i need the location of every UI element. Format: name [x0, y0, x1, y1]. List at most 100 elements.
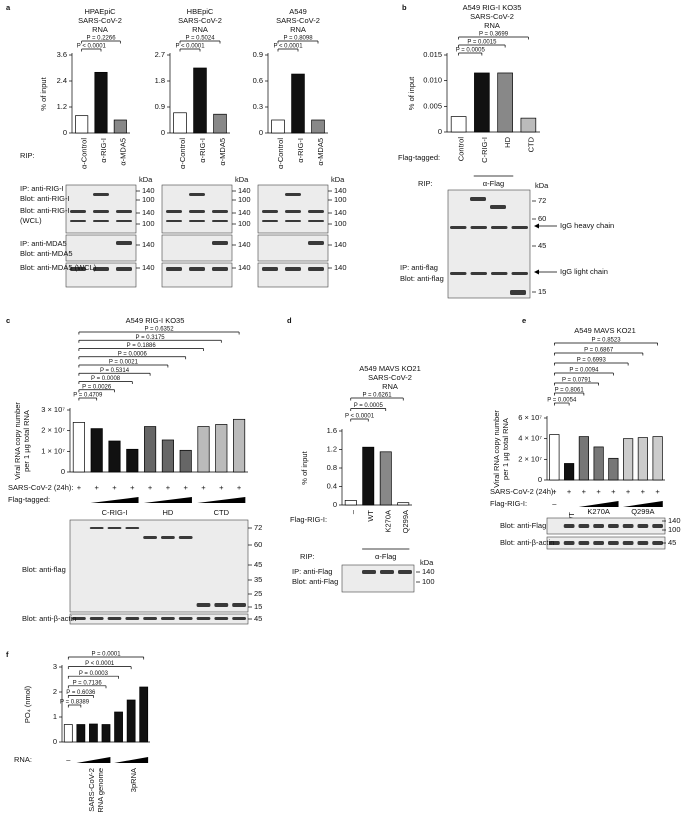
blot-label: Blot: anti-Flag	[500, 521, 546, 530]
p-value: P = 0.0791	[562, 378, 592, 384]
row-item: α-Flag	[483, 179, 504, 188]
blot-band	[470, 197, 486, 201]
blot-marker: 25	[254, 589, 262, 598]
p-value: P = 0.0008	[91, 376, 121, 382]
ramp	[143, 497, 192, 503]
blot-label: IP: anti-RIG-I	[20, 184, 64, 193]
x-tick-label: α-MDA5	[218, 138, 227, 166]
blot-label: IP: anti-MDA5	[20, 239, 67, 248]
y-axis-label: per 1 µg total RNA	[22, 410, 31, 472]
p-value: P = 0.5024	[185, 36, 215, 42]
bar	[311, 119, 325, 134]
arrow-head	[534, 269, 539, 275]
blot-band	[362, 570, 376, 574]
chart-title: A549 MAVS KO21	[359, 364, 421, 373]
x-tick-label: α-RIG-I	[198, 138, 207, 163]
y-tick-label: 6 × 10⁷	[518, 413, 542, 422]
blot-band	[166, 210, 182, 213]
chart-title: SARS-CoV-2	[470, 12, 514, 21]
blot-band	[637, 541, 649, 545]
ramp	[197, 497, 246, 503]
p-value: P < 0.0001	[85, 661, 115, 667]
row-item: +	[166, 483, 171, 492]
bar	[520, 117, 537, 133]
blot-band	[178, 536, 193, 539]
y-tick-label: 0	[438, 127, 442, 136]
blot-image	[65, 184, 137, 234]
blot-unit: kDa	[420, 558, 434, 567]
p-value: P = 0.0001	[91, 652, 121, 658]
blot-marker: 100	[334, 219, 347, 228]
bar	[72, 422, 85, 473]
row-item: RNA genome	[96, 768, 105, 813]
y-tick-label: 0.4	[327, 481, 337, 490]
blot-marker: 72	[254, 523, 262, 532]
y-tick-label: 2.4	[57, 76, 67, 85]
chart-title: SARS-CoV-2	[178, 16, 222, 25]
y-tick-label: 1.8	[155, 76, 165, 85]
blot-band	[380, 570, 394, 574]
y-tick-label: 3	[53, 662, 57, 671]
bar	[637, 437, 648, 481]
blot-band	[285, 220, 301, 222]
chart-title: RNA	[382, 382, 398, 391]
blot-marker: 140	[334, 208, 347, 217]
blot-band	[622, 524, 634, 528]
p-value: P = 0.0094	[569, 368, 599, 374]
blot-marker: 60	[254, 540, 262, 549]
blot-band	[511, 226, 528, 229]
x-tick-label: WT	[366, 510, 375, 522]
blot-band	[166, 220, 182, 222]
blot-marker: 140	[142, 240, 155, 249]
bar	[113, 119, 127, 134]
blot-marker: 140	[238, 240, 251, 249]
row-label: RIP:	[418, 179, 433, 188]
chart-title: HBEpiC	[187, 7, 214, 16]
x-tick-label: α-RIG-I	[296, 138, 305, 163]
blot-band	[450, 226, 467, 229]
blot-marker: 35	[254, 575, 262, 584]
blot-image	[161, 234, 233, 262]
row-label: Flag-RIG-I:	[290, 515, 327, 524]
row-item: +	[641, 487, 646, 496]
blot-marker: 45	[254, 560, 262, 569]
blot-band	[232, 617, 246, 620]
blot-image	[341, 564, 415, 593]
blot-marker: 45	[668, 538, 676, 547]
x-tick-label: α-MDA5	[118, 138, 127, 166]
blot-band	[593, 541, 604, 545]
blot-band	[70, 267, 86, 271]
blot-band	[470, 272, 487, 275]
p-value: P = 0.0006	[118, 351, 148, 357]
arrow-head	[534, 223, 539, 229]
y-tick-label: 3 × 10⁷	[41, 405, 65, 414]
bar	[126, 699, 136, 743]
row-item: C-RIG-I	[102, 508, 128, 517]
blot-band	[470, 226, 487, 229]
x-tick-label: –	[349, 509, 358, 514]
bar	[193, 67, 207, 134]
p-value: P < 0.0001	[77, 44, 107, 50]
y-tick-label: 3.6	[57, 50, 67, 59]
row-item: SARS-CoV-2	[87, 768, 96, 812]
blot-band	[143, 536, 157, 539]
row-item: +	[655, 487, 660, 496]
y-tick-label: 0.015	[423, 50, 442, 59]
p-value: P = 0.1886	[127, 343, 157, 349]
blot-band	[308, 241, 324, 245]
blot-band	[189, 210, 205, 213]
bar	[379, 451, 392, 506]
y-tick-label: 0	[53, 737, 57, 746]
blot-image	[257, 234, 329, 262]
p-value: P = 0.6261	[362, 393, 392, 399]
p-value: P = 0.8523	[591, 338, 621, 344]
blot-marker: 140	[238, 186, 251, 195]
y-tick-label: 0.6	[253, 76, 263, 85]
row-label: RIP:	[20, 151, 35, 160]
row-label: SARS-CoV-2 (24h):	[8, 483, 73, 492]
blot-band	[214, 603, 229, 607]
blot-band	[212, 267, 228, 271]
y-tick-label: 0.9	[155, 102, 165, 111]
blot-unit: kDa	[139, 175, 153, 184]
